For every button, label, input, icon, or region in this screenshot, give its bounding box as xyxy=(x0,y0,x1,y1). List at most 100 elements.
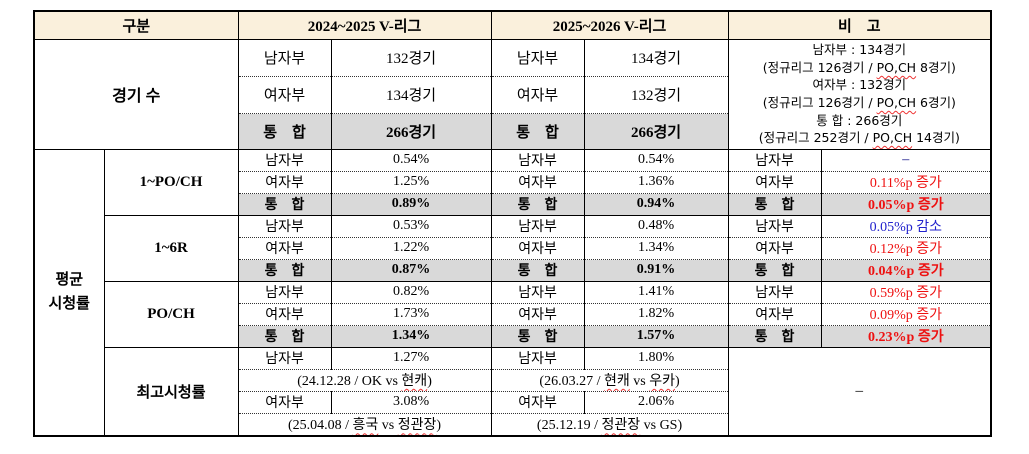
games-2025-total-value: 266경기 xyxy=(583,112,729,149)
avg-g3-2024-men-value: 0.82% xyxy=(330,280,492,303)
group-label: 1~PO/CH xyxy=(139,173,203,190)
men-label: 남자부 xyxy=(518,286,557,301)
header-row: 구분 2024~2025 V-리그 2025~2026 V-리그 비 고 xyxy=(33,10,992,39)
games-2025-women-label: 여자부 xyxy=(490,75,585,113)
avg-g3-2025-total-label: 통 합 xyxy=(490,324,585,347)
avg-g2-2024-total-value: 0.87% xyxy=(330,258,492,281)
text-segment: vs xyxy=(378,418,398,434)
avg-g3-2024-women-label: 여자부 xyxy=(237,302,332,325)
rating-value: 1.36% xyxy=(637,174,675,189)
rating-value: 0.89% xyxy=(391,196,431,211)
rating-value: 0.94% xyxy=(636,196,676,211)
note-value: 0.05%p 증가 xyxy=(868,198,944,213)
group-label: PO/CH xyxy=(147,305,195,322)
avg-g2-note-total-value: 0.04%p 증가 xyxy=(820,258,992,281)
avg-g3-2024-women-value: 1.73% xyxy=(330,302,492,325)
spellcheck-underlined-text: 현캐 xyxy=(603,374,630,389)
men-label: 남자부 xyxy=(755,286,794,301)
women-label: 여자부 xyxy=(265,176,304,191)
games-2025-men-value: 134경기 xyxy=(583,38,729,76)
avg-g3-row-total: 통 합 1.34% 통 합 1.57% 통 합 0.23%p 증가 xyxy=(34,324,992,347)
avg-g2-2025-men-label: 남자부 xyxy=(490,214,585,237)
note-line: (정규리그 252경기 / PO,CH 14경기) xyxy=(729,129,990,147)
rating-value: 1.80% xyxy=(637,350,675,365)
women-label: 여자부 xyxy=(263,88,306,104)
total-label: 통 합 xyxy=(264,330,305,345)
spellcheck-underlined-text: 우카 xyxy=(649,374,675,389)
games-value: 134경기 xyxy=(630,51,682,67)
rating-value: 0.91% xyxy=(636,262,676,277)
record-2024-women-value: 3.08% xyxy=(330,390,492,413)
text-segment: (정규리그 252경기 / xyxy=(758,130,873,146)
record-section-label: 최고시청률 xyxy=(103,346,239,436)
avg-g2-row-total: 통 합 0.87% 통 합 0.91% 통 합 0.04%p 증가 xyxy=(34,258,992,281)
note-value: – xyxy=(902,152,910,167)
games-value: 132경기 xyxy=(630,88,682,104)
avg-g3-note-men-value: 0.59%p 증가 xyxy=(820,280,992,303)
rating-value: 0.82% xyxy=(392,284,430,299)
record-label-text: 최고시청률 xyxy=(136,384,206,401)
avg-g3-2025-men-value: 1.41% xyxy=(583,280,729,303)
avg-g2-2025-women-value: 1.34% xyxy=(583,236,729,259)
total-label: 통 합 xyxy=(517,330,558,345)
text-segment: 6경기) xyxy=(916,95,956,110)
rating-value: 1.34% xyxy=(391,328,431,343)
avg-g2-row-women: 여자부 1.22% 여자부 1.34% 여자부 0.12%p 증가 xyxy=(34,236,992,259)
avg-g1-row-total: 통 합 0.89% 통 합 0.94% 통 합 0.05%p 증가 xyxy=(34,192,992,215)
spellcheck-underlined-text: PO,CH xyxy=(876,59,917,75)
total-label: 통 합 xyxy=(516,124,559,141)
avg-g3-label: PO/CH xyxy=(103,280,239,347)
games-2024-women-label: 여자부 xyxy=(237,75,332,113)
spellcheck-underlined-text: PO,CH xyxy=(876,95,917,110)
avg-g2-note-women-label: 여자부 xyxy=(727,236,822,259)
record-2024-men-label: 남자부 xyxy=(237,346,332,369)
header-category-label: 구분 xyxy=(122,18,151,35)
spellcheck-underlined-text: 정관장 xyxy=(397,418,437,434)
rating-value: 1.57% xyxy=(636,328,676,343)
women-label: 여자부 xyxy=(518,242,557,257)
avg-g3-note-women-label: 여자부 xyxy=(727,302,822,325)
record-2024-women-label: 여자부 xyxy=(237,390,332,413)
vleague-ratings-table: 구분 2024~2025 V-리그 2025~2026 V-리그 비 고 경기 … xyxy=(33,10,993,437)
avg-g2-note-total-label: 통 합 xyxy=(727,258,822,281)
spellcheck-underlined-text: 흥국 xyxy=(352,418,379,434)
games-section-label-text: 경기 수 xyxy=(112,88,161,105)
total-label: 통 합 xyxy=(517,264,558,279)
rating-value: 2.06% xyxy=(637,394,675,409)
avg-g1-label: 1~PO/CH xyxy=(103,148,239,215)
total-label: 통 합 xyxy=(754,198,795,213)
avg-g3-row-women: 여자부 1.73% 여자부 1.82% 여자부 0.09%p 증가 xyxy=(34,302,992,325)
avg-g2-2025-men-value: 0.48% xyxy=(583,214,729,237)
note-value: 0.23%p 증가 xyxy=(868,330,944,345)
avg-g1-row-men: 평균 시청률 1~PO/CH 남자부 0.54% 남자부 0.54% 남자부 – xyxy=(33,148,992,436)
avg-g3-2024-total-label: 통 합 xyxy=(237,324,332,347)
text-segment: ) xyxy=(436,418,442,434)
rating-value: 1.22% xyxy=(392,240,430,255)
avg-g1-2025-men-label: 남자부 xyxy=(490,148,585,171)
games-2025-men-label: 남자부 xyxy=(490,38,585,76)
avg-g2-note-men-label: 남자부 xyxy=(727,214,822,237)
avg-g1-2024-women-label: 여자부 xyxy=(237,170,332,193)
avg-g3-note-men-label: 남자부 xyxy=(727,280,822,303)
avg-g3-2025-total-value: 1.57% xyxy=(583,324,729,347)
rating-value: 1.82% xyxy=(637,306,675,321)
record-2025-women-label: 여자부 xyxy=(490,390,585,413)
note-value: 0.09%p 증가 xyxy=(869,308,943,323)
total-label: 통 합 xyxy=(263,124,306,141)
text-segment: (26.03.27 / xyxy=(539,374,604,389)
avg-g1-2024-men-label: 남자부 xyxy=(237,148,332,171)
avg-g3-note-total-value: 0.23%p 증가 xyxy=(820,324,992,347)
total-label: 통 합 xyxy=(754,264,795,279)
avg-section-label: 평균 시청률 xyxy=(33,148,104,436)
women-label: 여자부 xyxy=(755,308,794,323)
avg-g3-2025-women-label: 여자부 xyxy=(490,302,585,325)
record-row-women: 여자부 3.08% 여자부 2.06% xyxy=(34,390,991,413)
men-label: 남자부 xyxy=(518,220,557,235)
women-label: 여자부 xyxy=(755,242,794,257)
games-2024-total-value: 266경기 xyxy=(330,112,492,149)
rating-value: 0.53% xyxy=(392,218,430,233)
header-note-label: 비 고 xyxy=(838,18,881,35)
record-2025-men-value: 1.80% xyxy=(583,346,729,369)
avg-g2-2024-women-label: 여자부 xyxy=(237,236,332,259)
